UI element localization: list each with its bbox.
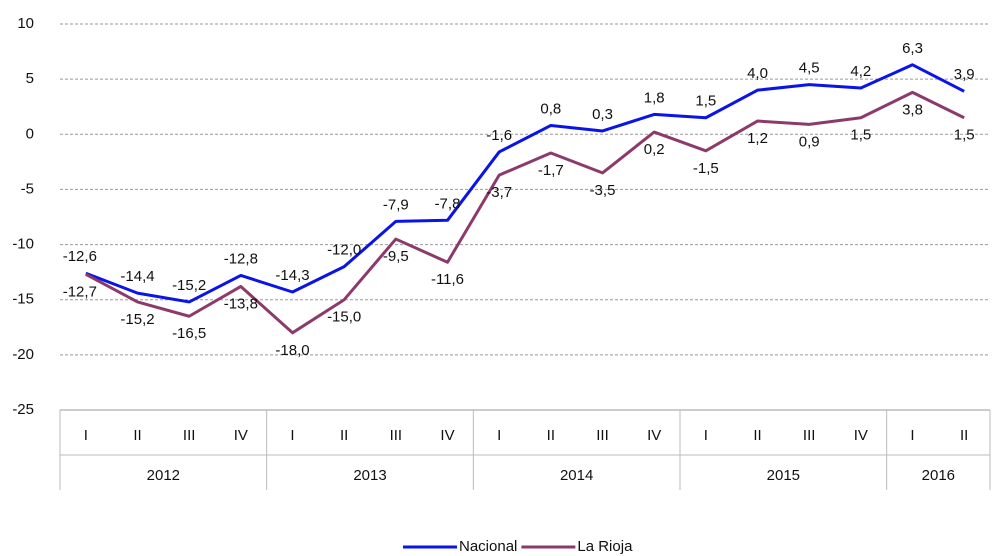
value-label: -9,5 [383, 248, 409, 265]
value-label: -14,4 [120, 268, 154, 285]
value-label: -7,9 [383, 196, 409, 213]
y-tick-label: 5 [26, 70, 34, 87]
value-label: -1,7 [538, 162, 564, 179]
x-tick-label: IV [647, 427, 661, 444]
value-label: 1,5 [695, 93, 716, 110]
x-tick-label: II [753, 427, 761, 444]
value-label: -13,8 [224, 295, 258, 312]
x-tick-label: III [390, 427, 403, 444]
x-tick-label: II [340, 427, 348, 444]
value-label: -11,6 [431, 271, 464, 288]
value-label: 3,9 [954, 66, 975, 83]
value-label: 0,3 [592, 106, 613, 123]
value-label: -1,6 [486, 127, 512, 144]
x-tick-label: IV [234, 427, 248, 444]
group-label: 2013 [353, 467, 386, 484]
y-tick-label: -15 [12, 291, 34, 308]
x-tick-label: IV [440, 427, 454, 444]
value-label: 4,2 [850, 63, 871, 80]
value-label: 0,2 [644, 141, 665, 158]
value-label: -12,0 [327, 242, 361, 259]
value-label: -7,8 [435, 195, 461, 212]
x-tick-label: III [596, 427, 609, 444]
x-tick-label: I [290, 427, 294, 444]
y-tick-label: -10 [12, 236, 34, 253]
value-label: -14,3 [275, 267, 309, 284]
x-tick-label: II [133, 427, 141, 444]
x-tick-label: I [497, 427, 501, 444]
group-label: 2014 [560, 467, 593, 484]
value-label: -12,8 [224, 250, 258, 267]
value-label: -15,2 [120, 311, 154, 328]
value-label: 0,8 [540, 100, 561, 117]
y-tick-label: -5 [21, 180, 34, 197]
series-line [85, 90, 965, 335]
group-label: 2015 [767, 467, 800, 484]
value-label: -18,0 [275, 342, 309, 359]
value-label: 4,0 [747, 65, 768, 82]
value-label: 6,3 [902, 40, 923, 57]
value-label: -1,5 [693, 160, 719, 177]
x-tick-label: II [547, 427, 555, 444]
value-label: 1,5 [954, 127, 975, 144]
value-label: -12,6 [63, 248, 97, 265]
x-tick-label: I [84, 427, 88, 444]
value-label: -3,5 [590, 182, 616, 199]
x-tick-label: III [183, 427, 196, 444]
x-tick-label: I [704, 427, 708, 444]
x-tick-label: III [803, 427, 816, 444]
value-label: 1,5 [850, 127, 871, 144]
series-line [85, 63, 965, 304]
value-label: 1,8 [644, 89, 665, 106]
value-label: 3,8 [902, 101, 923, 118]
y-tick-label: -25 [12, 401, 34, 418]
x-tick-label: IV [854, 427, 868, 444]
value-label: 4,5 [799, 60, 820, 77]
value-label: -15,2 [172, 277, 206, 294]
legend-label: La Rioja [577, 538, 633, 555]
y-tick-label: 10 [17, 15, 34, 32]
group-label: 2012 [147, 467, 180, 484]
value-label: -15,0 [327, 309, 361, 326]
x-tick-label: I [910, 427, 914, 444]
value-label: 1,2 [747, 130, 768, 147]
legend-label: Nacional [459, 538, 517, 555]
value-label: -12,7 [63, 283, 97, 300]
y-tick-label: 0 [26, 125, 34, 142]
value-label: -3,7 [486, 184, 512, 201]
y-tick-label: -20 [12, 346, 34, 363]
x-tick-label: II [960, 427, 968, 444]
group-label: 2016 [922, 467, 955, 484]
value-label: -16,5 [172, 325, 206, 342]
value-label: 0,9 [799, 133, 820, 150]
